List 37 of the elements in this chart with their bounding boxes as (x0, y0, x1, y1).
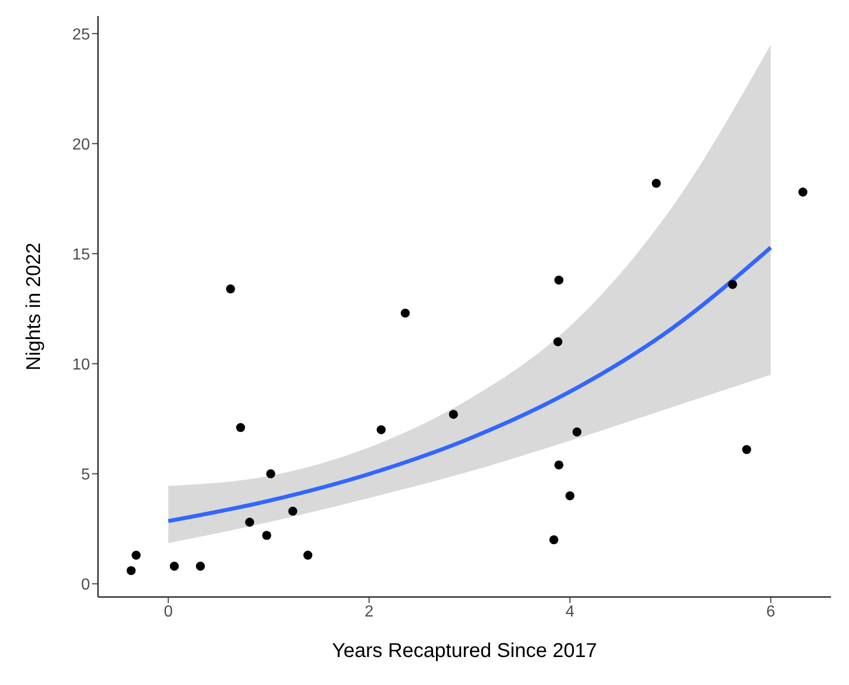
y-tick-label: 25 (72, 26, 90, 44)
point (742, 445, 752, 454)
point (376, 425, 386, 434)
point (400, 308, 410, 318)
y-tick-label: 10 (72, 356, 90, 374)
x-tick-label: 4 (565, 603, 574, 620)
point (448, 410, 458, 419)
x-tick-label: 6 (766, 603, 776, 620)
point (554, 276, 564, 285)
point (549, 535, 558, 544)
point (554, 460, 564, 470)
point (572, 427, 582, 436)
point (266, 469, 276, 478)
point (728, 280, 738, 289)
point (170, 562, 179, 571)
y-axis-title: Nights in 2022 (23, 242, 46, 370)
point (226, 284, 236, 294)
line-series (166, 246, 773, 524)
x-tick-label: 0 (164, 603, 173, 620)
y-tick-label: 0 (81, 576, 90, 594)
x-tick-label: 2 (364, 603, 374, 620)
point (196, 562, 205, 571)
y-tick-label: 5 (81, 466, 90, 484)
point (126, 566, 136, 576)
point (553, 337, 562, 346)
point (798, 188, 808, 197)
point (288, 506, 298, 516)
point (262, 530, 272, 540)
point (245, 518, 254, 527)
point (565, 491, 574, 500)
point (652, 178, 661, 188)
point (132, 550, 141, 560)
point (303, 550, 312, 560)
y-tick-label: 15 (72, 246, 90, 264)
y-tick-label: 20 (72, 136, 90, 154)
x-axis-title: Years Recaptured Since 2017 (332, 640, 597, 662)
point (236, 423, 246, 432)
